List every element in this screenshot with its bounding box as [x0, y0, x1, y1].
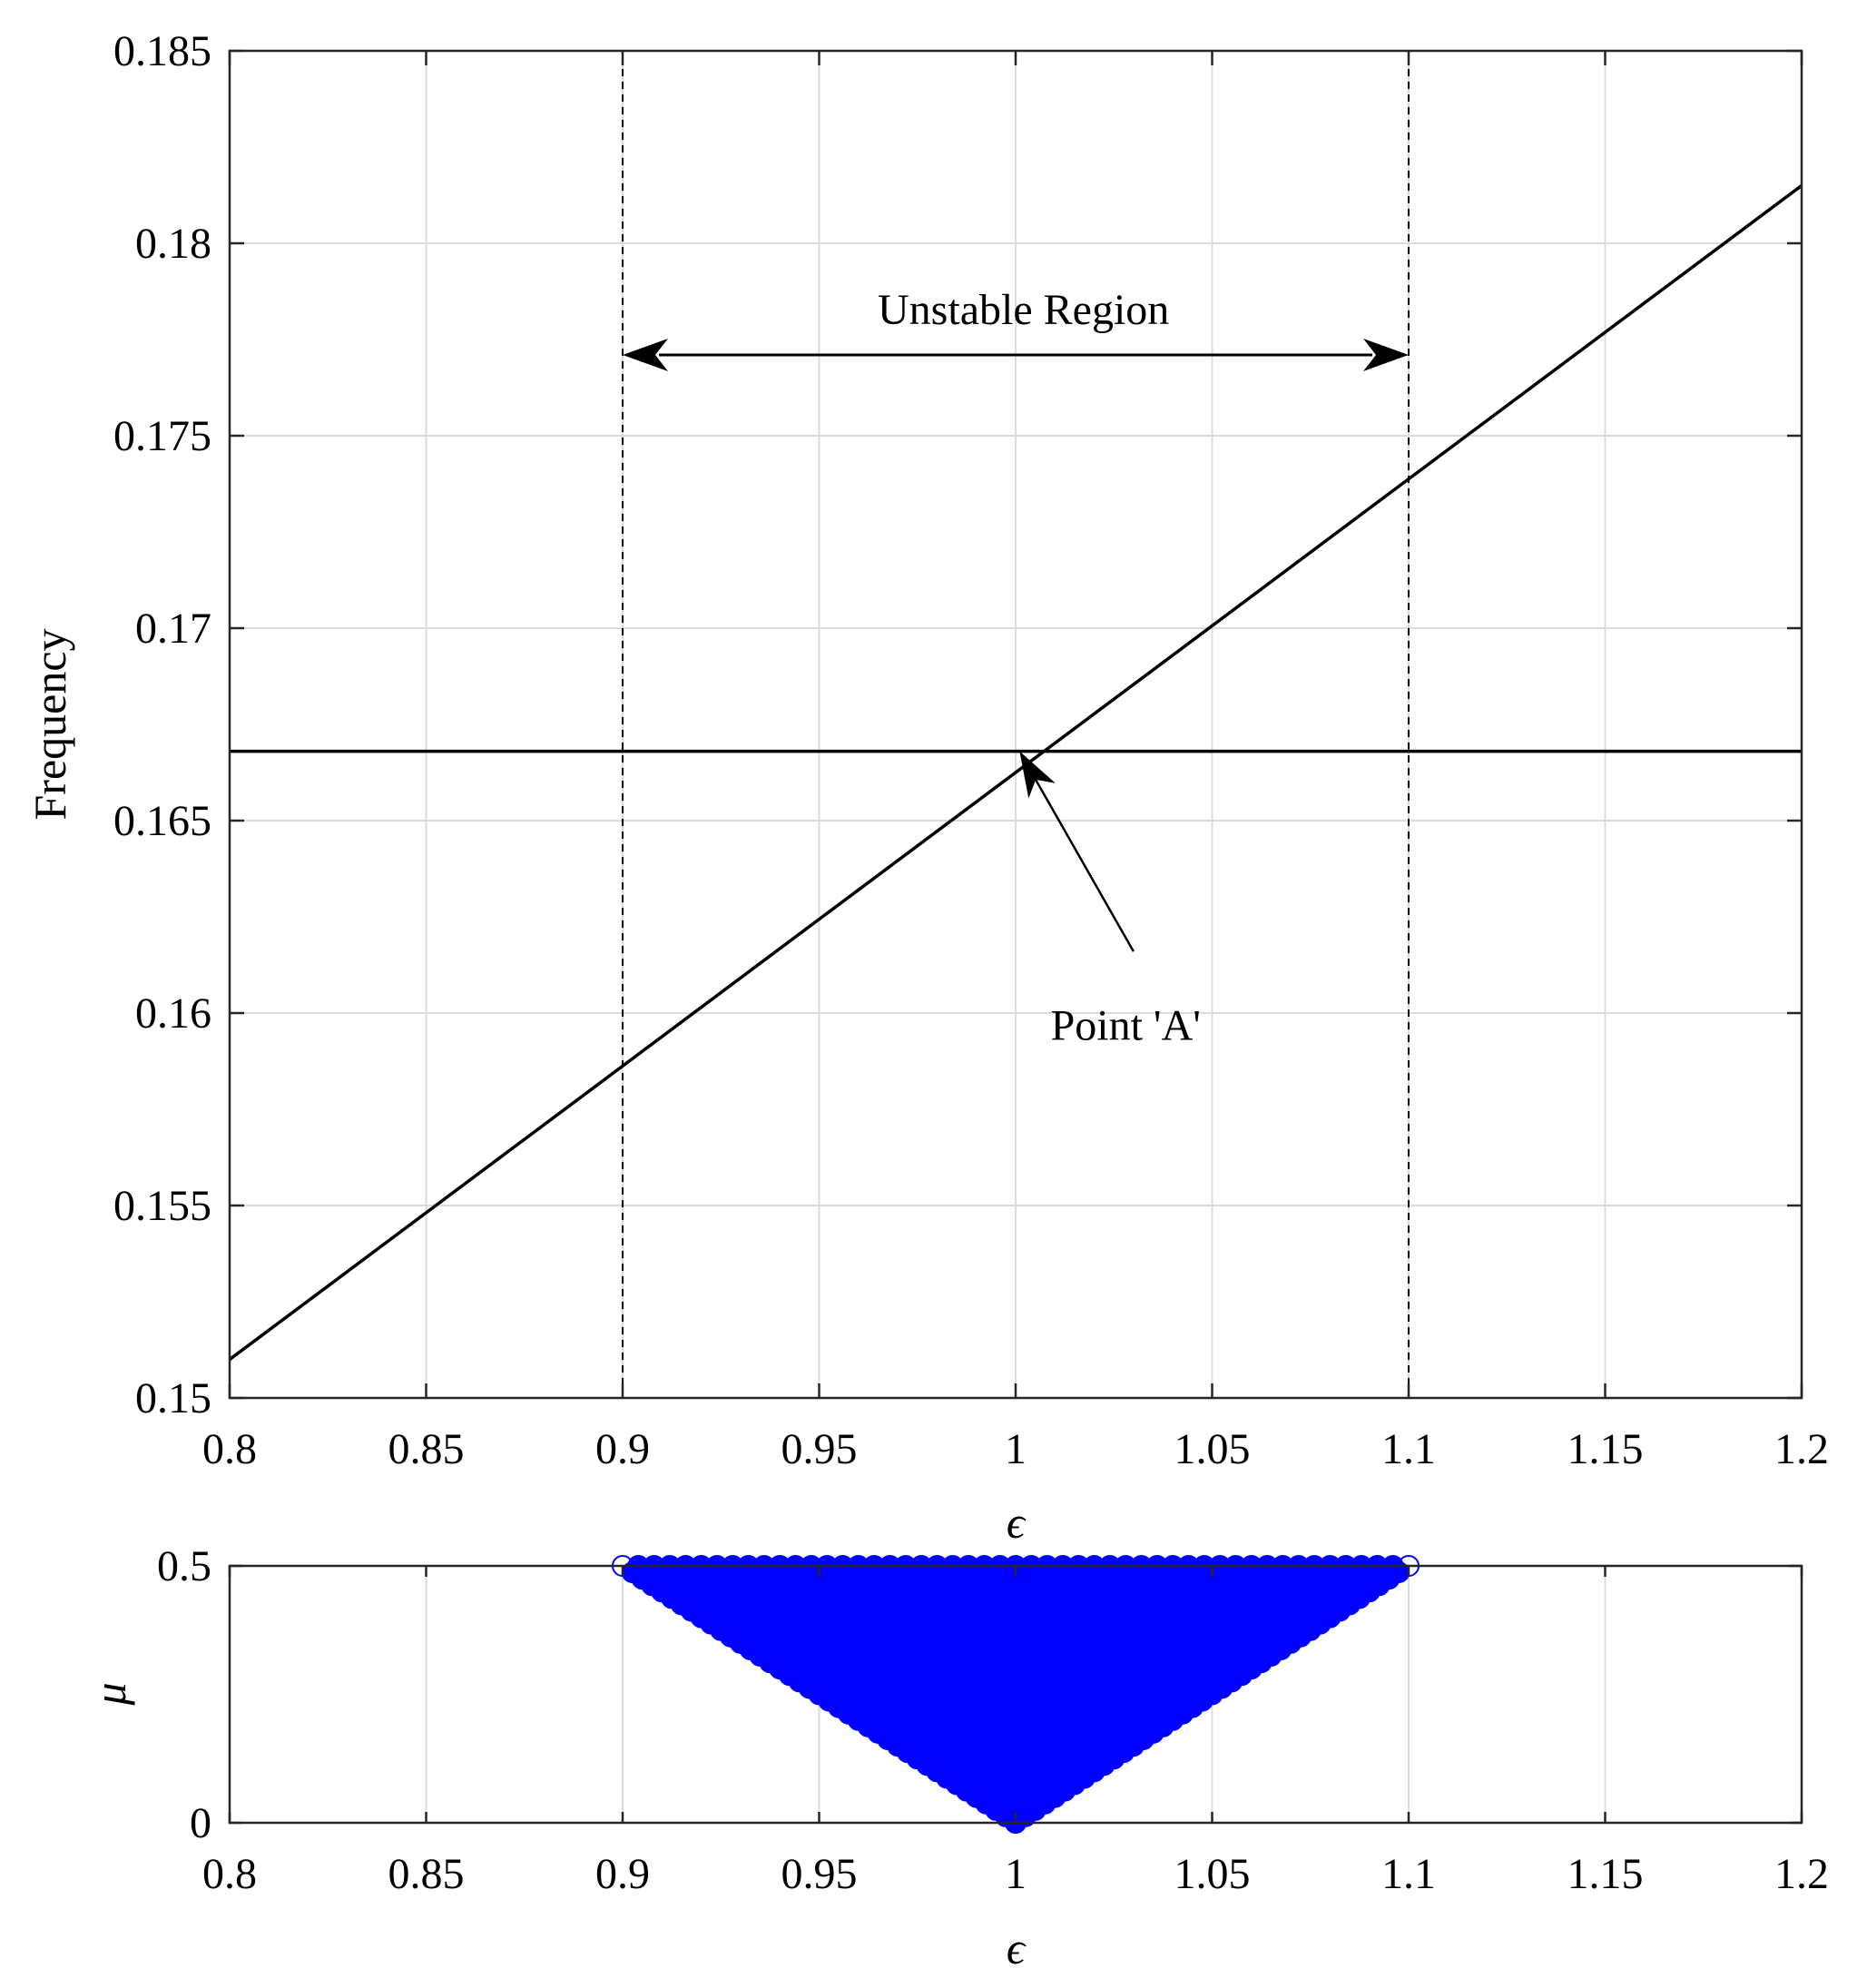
frequency-y-tick-label: 0.16 — [135, 989, 211, 1038]
mu-x-tick-label: 1.1 — [1381, 1850, 1436, 1898]
frequency-y-tick-label: 0.17 — [135, 605, 211, 653]
frequency-x-axis-label: ϵ — [1007, 1497, 1027, 1548]
mu-x-tick-label: 0.9 — [595, 1850, 650, 1898]
frequency-x-tick-label: 0.85 — [388, 1425, 465, 1473]
unstable-region-label: Unstable Region — [878, 286, 1169, 334]
mu-x-axis-label: ϵ — [1007, 1923, 1027, 1973]
unstable-region-arrowhead-right — [1363, 338, 1409, 371]
frequency-chart: Unstable Region Point 'A' 0.8 0.85 0.9 0.95… — [25, 27, 1829, 1548]
frequency-y-tick-label: 0.165 — [113, 797, 211, 845]
frequency-annotations: Unstable Region Point 'A' — [623, 286, 1409, 1050]
frequency-x-tick-label: 1.15 — [1567, 1425, 1644, 1473]
mu-x-tick-label: 0.85 — [388, 1850, 465, 1898]
frequency-x-tick-label: 1.2 — [1774, 1425, 1829, 1473]
mu-y-tick-label: 0 — [190, 1799, 211, 1847]
frequency-x-tick-label: 0.9 — [595, 1425, 650, 1473]
frequency-sloped-line — [230, 183, 1802, 1362]
mu-x-tick-label: 1.05 — [1174, 1850, 1251, 1898]
frequency-x-tick-label: 1 — [1005, 1425, 1027, 1473]
point-a-arrow-shaft — [1035, 779, 1135, 952]
mu-x-tick-label: 1 — [1005, 1850, 1027, 1898]
frequency-y-tick-label: 0.155 — [113, 1182, 211, 1230]
mu-y-axis-label: μ — [84, 1682, 135, 1706]
frequency-x-tick-label: 0.8 — [202, 1425, 257, 1473]
frequency-y-axis-label: Frequency — [25, 628, 75, 820]
frequency-y-tick-label: 0.15 — [135, 1374, 211, 1422]
frequency-x-tick-label: 1.1 — [1381, 1425, 1436, 1473]
point-a-label: Point 'A' — [1051, 1002, 1201, 1050]
mu-ticks: 0.8 0.85 0.9 0.95 1 1.05 1.1 1.15 1.2 0 0.5 — [157, 1542, 1829, 1898]
mu-y-tick-label: 0.5 — [157, 1542, 211, 1590]
point-a-arrowhead — [1019, 751, 1056, 799]
mu-series — [612, 1555, 1420, 1834]
mu-x-tick-label: 0.8 — [202, 1850, 257, 1898]
unstable-region-arrowhead-left — [623, 338, 668, 371]
frequency-y-tick-label: 0.18 — [135, 220, 211, 268]
frequency-y-tick-label: 0.175 — [113, 412, 211, 460]
frequency-x-tick-label: 0.95 — [781, 1425, 858, 1473]
mu-x-tick-label: 1.15 — [1567, 1850, 1644, 1898]
frequency-series — [230, 51, 1802, 1398]
frequency-ticks: 0.8 0.85 0.9 0.95 1 1.05 1.1 1.15 1.2 0.15 0.155 0.… — [113, 27, 1829, 1473]
frequency-y-tick-label: 0.185 — [113, 27, 211, 75]
frequency-x-tick-label: 1.05 — [1174, 1425, 1251, 1473]
mu-x-tick-label: 1.2 — [1774, 1850, 1829, 1898]
mu-x-tick-label: 0.95 — [781, 1850, 858, 1898]
mu-chart: 0.8 0.85 0.9 0.95 1 1.05 1.1 1.15 1.2 0 0.5 ϵ μ — [84, 1542, 1829, 1973]
